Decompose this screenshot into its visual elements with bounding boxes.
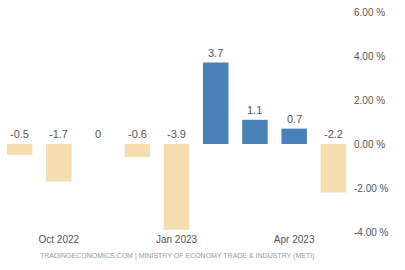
svg-text:0.00 %: 0.00 % — [354, 139, 385, 150]
svg-text:0: 0 — [95, 128, 101, 140]
svg-text:6.00 %: 6.00 % — [354, 7, 385, 18]
svg-text:-3.9: -3.9 — [167, 128, 186, 140]
svg-text:-4.00 %: -4.00 % — [354, 227, 389, 238]
svg-text:-0.5: -0.5 — [10, 128, 29, 140]
svg-text:2.00 %: 2.00 % — [354, 95, 385, 106]
svg-text:-1.7: -1.7 — [49, 128, 68, 140]
svg-text:-2.2: -2.2 — [324, 128, 343, 140]
svg-text:TRADINGECONOMICS.COM | MINISTR: TRADINGECONOMICS.COM | MINISTRY OF ECONO… — [40, 252, 314, 260]
svg-text:Apr 2023: Apr 2023 — [274, 234, 315, 245]
svg-text:-2.00 %: -2.00 % — [354, 183, 389, 194]
svg-text:4.00 %: 4.00 % — [354, 51, 385, 62]
svg-text:-0.6: -0.6 — [128, 128, 147, 140]
svg-text:Jan 2023: Jan 2023 — [156, 234, 198, 245]
svg-text:Oct 2022: Oct 2022 — [39, 234, 80, 245]
svg-text:0.7: 0.7 — [287, 113, 302, 125]
svg-text:1.1: 1.1 — [247, 104, 262, 116]
svg-text:3.7: 3.7 — [208, 47, 223, 59]
